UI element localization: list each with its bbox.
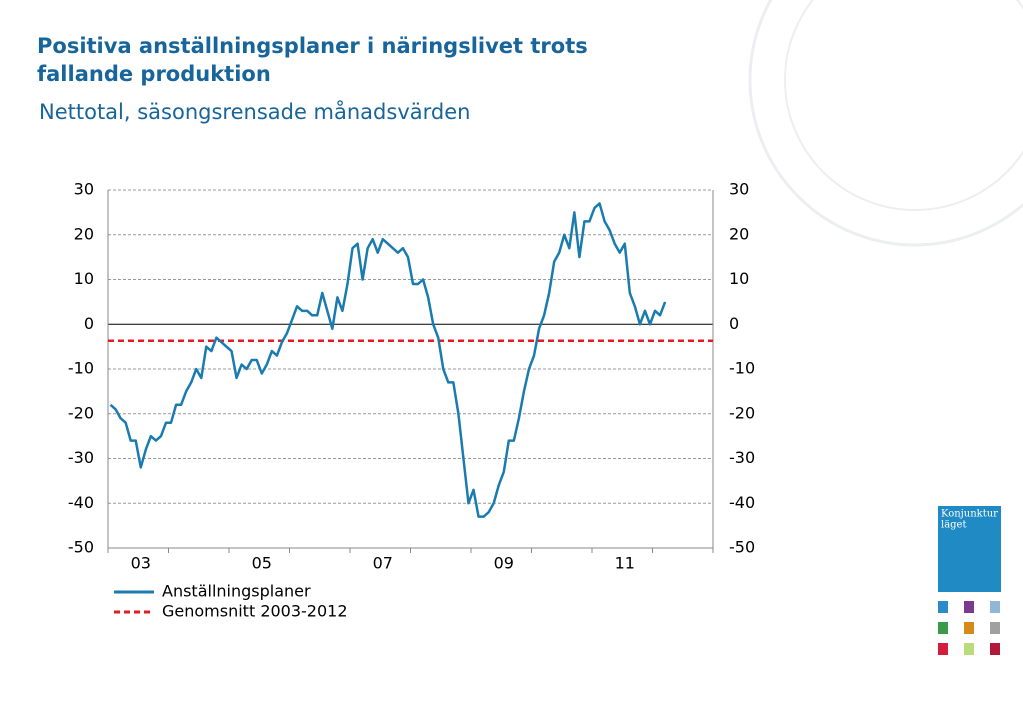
y-tick-label: -40 <box>68 493 94 512</box>
y-tick-label: -30 <box>68 448 94 467</box>
y-tick-label: 10 <box>74 269 94 288</box>
watermark <box>748 0 1023 247</box>
brand-text: Konjunktur <box>941 509 998 520</box>
y-tick-label: 0 <box>84 314 94 333</box>
y2-tick-label: -40 <box>729 493 755 512</box>
y-tick-label: -10 <box>68 359 94 378</box>
brand-icon <box>938 506 1001 592</box>
x-tick-label: 11 <box>615 554 635 573</box>
legend-label: Genomsnitt 2003-2012 <box>162 602 348 621</box>
x-tick-label: 03 <box>131 554 151 573</box>
y2-tick-label: -50 <box>729 538 755 557</box>
y2-tick-label: 20 <box>729 224 749 243</box>
chart-title: Positiva anställningsplaner i näringsliv… <box>37 34 588 58</box>
y2-tick-label: -20 <box>729 403 755 422</box>
y2-tick-label: -10 <box>729 359 755 378</box>
legend-label: Anställningsplaner <box>162 582 311 601</box>
line-series <box>109 202 667 518</box>
y2-tick-label: 0 <box>729 314 739 333</box>
y2-tick-label: 10 <box>729 269 749 288</box>
y-tick-label: -50 <box>68 538 94 557</box>
chart-subtitle: Nettotal, säsongsrensade månadsvärden <box>39 99 470 124</box>
watermark <box>784 0 1023 211</box>
y2-tick-label: -30 <box>729 448 755 467</box>
y-tick-label: 20 <box>74 224 94 243</box>
y-tick-label: -20 <box>68 403 94 422</box>
y2-tick-label: 30 <box>729 180 749 199</box>
x-tick-label: 07 <box>373 554 393 573</box>
thumbnails <box>938 601 1000 655</box>
y-tick-label: 30 <box>74 180 94 199</box>
x-tick-label: 05 <box>252 554 272 573</box>
x-tick-label: 09 <box>494 554 514 573</box>
chart-title: fallande produktion <box>37 62 271 86</box>
brand-text: läget <box>941 520 967 531</box>
